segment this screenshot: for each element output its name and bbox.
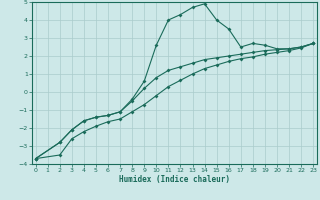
X-axis label: Humidex (Indice chaleur): Humidex (Indice chaleur)	[119, 175, 230, 184]
